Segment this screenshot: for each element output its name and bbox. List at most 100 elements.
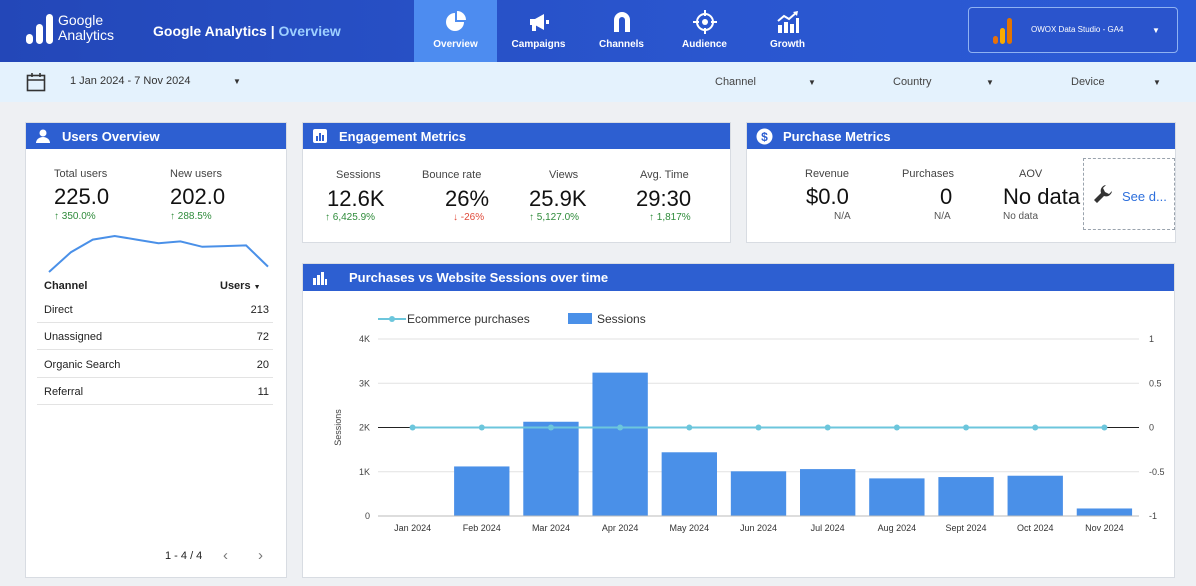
purchases-delta: N/A [934,211,951,222]
aov-delta: No data [1003,211,1039,222]
purchases-point[interactable] [1101,424,1108,431]
purchase-metrics-card: $ Purchase Metrics Revenue $0.0 N/A Purc… [746,122,1176,243]
total-users-delta: ↑ 350.0% [54,211,96,222]
sessions-bar[interactable] [592,372,648,516]
sessions-bar[interactable] [1076,508,1133,516]
revenue-delta: N/A [834,211,851,222]
device-filter[interactable]: Device [1071,76,1105,88]
date-range-chevron-icon[interactable]: ▼ [233,77,241,86]
sessions-bar[interactable] [454,466,510,516]
purchases-point[interactable] [547,424,554,431]
x-tick-label: Oct 2024 [1017,523,1054,533]
purchases-point[interactable] [824,424,831,431]
nav-overview[interactable]: Overview [414,0,497,62]
purchases-point[interactable] [1032,424,1039,431]
total-users-value: 225.0 [54,184,110,209]
bar-chart-icon [311,269,329,287]
x-tick-label: Aug 2024 [878,523,917,533]
purchases-point[interactable] [755,424,762,431]
filter-bar: 1 Jan 2024 - 7 Nov 2024 ▼ Channel ▼ Coun… [0,62,1196,102]
bounce-rate-label: Bounce rate [422,169,482,181]
purchases-point[interactable] [409,424,416,431]
revenue-label: Revenue [805,168,850,180]
sessions-bar[interactable] [730,471,787,516]
nav-audience[interactable]: Audience [663,0,746,62]
see-details-button[interactable]: See d... [1083,158,1175,230]
date-range-picker[interactable]: 1 Jan 2024 - 7 Nov 2024 [70,75,191,87]
bar-chart-icon [311,127,329,145]
new-users-label: New users [170,168,222,180]
country-chevron-icon[interactable]: ▼ [986,78,994,87]
y-tick-label: 2K [359,423,370,433]
sessions-chart-header: Purchases vs Website Sessions over time [303,264,1174,291]
y-tick-label: 1K [359,467,370,477]
prev-page-icon[interactable]: ‹ [223,547,228,564]
megaphone-icon [526,9,552,35]
sessions-value: 12.6K [327,186,385,211]
channel-chevron-icon[interactable]: ▼ [808,78,816,87]
users-overview-card: Users Overview Total users 225.0 ↑ 350.0… [25,122,287,578]
channel-filter[interactable]: Channel [715,76,756,88]
next-page-icon[interactable]: › [258,547,263,564]
col-channel-header: Channel [44,280,88,292]
legend-sessions[interactable]: Sessions [597,312,646,326]
legend-line-marker [378,316,406,322]
sort-desc-icon[interactable]: ▼ [253,284,261,291]
legend-ecommerce-purchases[interactable]: Ecommerce purchases [407,312,530,326]
sessions-bar-chart: 0 1K 2K 3K 4K -1 -0.5 0 0.5 1 Sessions Jan 2024 Feb … [333,334,1165,533]
account-selector[interactable]: OWOX Data Studio - GA4 ▼ [968,7,1178,53]
nav-channels[interactable]: Channels [580,0,663,62]
engagement-metrics-header: Engagement Metrics [303,123,730,149]
table-row: Organic Search 20 [37,351,273,378]
y-tick-label: 3K [359,378,370,388]
purchases-point[interactable] [893,424,900,431]
device-chevron-icon[interactable]: ▼ [1153,78,1161,87]
y2-tick-label: -1 [1149,511,1157,521]
purchases-point[interactable] [617,424,624,431]
aov-value: No data [1003,184,1081,209]
new-users-delta: ↑ 288.5% [170,211,212,222]
account-name: OWOX Data Studio - GA4 [1031,25,1124,34]
sessions-bar[interactable] [800,469,856,516]
users-sparkline [48,234,269,273]
nav-growth[interactable]: Growth [746,0,829,62]
page-title: Google Analytics | Overview [153,23,341,39]
growth-chart-icon [775,9,801,35]
avg-time-label: Avg. Time [640,169,689,181]
x-tick-label: Jan 2024 [394,523,431,533]
svg-text:$: $ [761,130,768,144]
legend-bar-marker [568,313,592,324]
engagement-metrics-card: Engagement Metrics Sessions 12.6K ↑ 6,42… [302,122,731,243]
y2-tick-label: 0.5 [1149,378,1162,388]
sessions-bar[interactable] [523,421,579,516]
calendar-icon[interactable] [26,72,46,97]
nav-campaigns[interactable]: Campaigns [497,0,580,62]
purchases-point[interactable] [963,424,970,431]
sessions-bar[interactable] [1007,475,1063,516]
revenue-value: $0.0 [806,184,849,209]
table-row: Direct 213 [37,296,273,323]
x-tick-label: Nov 2024 [1085,523,1124,533]
purchases-value: 0 [940,184,953,209]
analytics-logo-icon [993,18,1014,44]
country-filter[interactable]: Country [893,76,932,88]
avg-time-delta: ↑ 1,817% [649,212,691,223]
table-row: Referral 11 [37,378,273,405]
y2-tick-label: 1 [1149,334,1154,344]
bounce-rate-delta: ↓ -26% [453,212,485,223]
target-icon [692,9,718,35]
sessions-bar[interactable] [869,478,925,516]
purchases-point[interactable] [478,424,485,431]
sessions-bar[interactable] [938,477,994,516]
views-label: Views [549,169,579,181]
col-users-header[interactable]: Users ▼ [220,280,261,292]
bounce-rate-value: 26% [445,186,490,211]
sessions-bar[interactable] [661,452,717,516]
avg-time-value: 29:30 [636,186,692,211]
views-value: 25.9K [529,186,587,211]
x-tick-label: Mar 2024 [532,523,570,533]
x-tick-label: Feb 2024 [463,523,501,533]
views-delta: ↑ 5,127.0% [529,212,580,223]
new-users-value: 202.0 [170,184,226,209]
purchases-point[interactable] [686,424,693,431]
